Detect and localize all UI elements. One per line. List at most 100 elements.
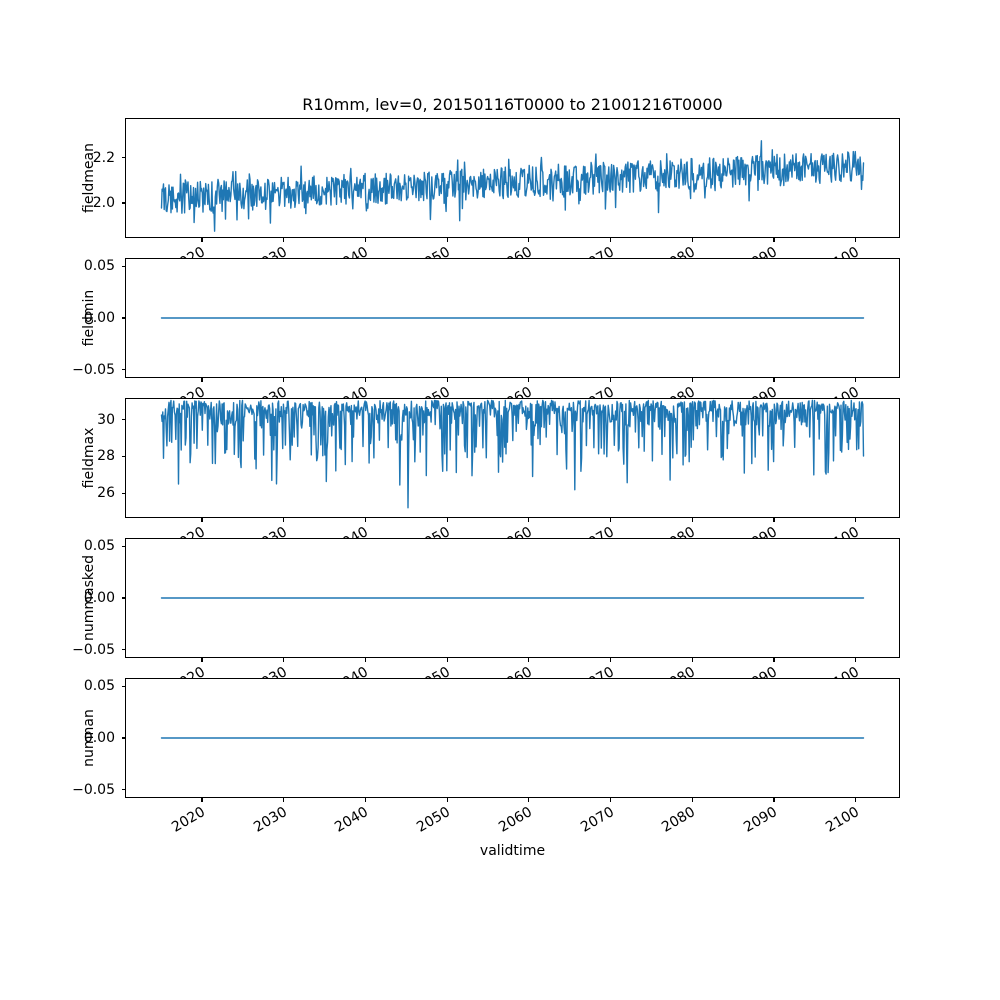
x-tick-mark [609, 238, 612, 242]
x-tick-label: 2020 [169, 804, 208, 836]
x-tick-label: 2030 [233, 524, 290, 538]
y-tick-label: 0.00 [83, 730, 115, 746]
x-tick-label: 2020 [151, 664, 208, 678]
y-tick-mark [121, 737, 125, 739]
x-tick-label: 2080 [642, 664, 698, 678]
x-tick-mark [855, 658, 857, 662]
subplot-fieldmin: fieldmin 0.050.00−0.05 20202030204020502… [0, 258, 1000, 398]
x-tick-label: 2090 [723, 244, 780, 258]
x-tick-label: 2030 [233, 244, 290, 258]
x-tick-mark [201, 238, 203, 242]
plot-area-fieldmin [125, 258, 900, 378]
x-ticks-nummasked: 2020 2030 2040 2050 2060 2070 2080 2090 2100 [126, 658, 899, 678]
y-tick-label: 0.05 [83, 538, 115, 555]
subplot-numnan: numnan 0.05 0.00 −0.05 2020 2030 2040 2050 206… [0, 678, 1000, 836]
data-line-svg [160, 597, 865, 599]
data-line-svg [160, 140, 865, 232]
x-tick-label: 2050 [397, 524, 453, 538]
x-tick-label: 2070 [560, 384, 617, 398]
x-tick-label: 2040 [315, 384, 372, 398]
x-tick-label: 2090 [723, 524, 780, 538]
x-tick-mark [855, 798, 857, 802]
y-tick-label: −0.05 [72, 641, 115, 658]
y-tick-label: −0.05 [72, 361, 115, 378]
y-tick-label: 0.05 [83, 678, 115, 695]
plot-area-numnan [125, 678, 900, 798]
y-tick-mark [121, 317, 125, 319]
y-tick-mark [121, 418, 125, 421]
x-tick-mark [855, 518, 857, 522]
y-tick-mark [121, 685, 125, 687]
x-tick-mark [609, 658, 612, 662]
y-ticks-fieldmin: 0.05 0.00 −0.05 [0, 258, 125, 378]
x-tick-mark [364, 658, 366, 662]
x-tick-mark [528, 518, 530, 522]
x-tick-mark [446, 798, 448, 802]
x-axis-label: validtime [479, 843, 546, 859]
x-tick-mark [364, 238, 366, 242]
x-ticks-fieldmin: 2020 2030 2040 2050 2060 2070 2080 2090 2100 [126, 378, 899, 398]
x-tick-mark [773, 658, 775, 662]
x-ticks-fieldmean: 2020 2030 2040 2050 2060 2070 2080 2090 2100 [126, 238, 899, 258]
y-tick-label: 0.00 [83, 310, 115, 326]
y-tick-label: 26 [97, 485, 115, 502]
x-tick-label: 2050 [414, 804, 454, 836]
x-tick-label: 2020 [151, 384, 208, 398]
x-tick-label: 2050 [397, 664, 453, 678]
x-tick-mark [283, 238, 285, 242]
x-tick-mark [201, 798, 203, 802]
x-tick-label: 2040 [315, 664, 372, 678]
x-tick-label: 2100 [805, 244, 862, 258]
x-tick-label: 2070 [560, 524, 617, 538]
x-tick-label: 2090 [741, 804, 780, 836]
y-tick-mark [121, 649, 125, 651]
x-ticks-numnan: 2020 2030 2040 2050 2060 2070 2080 2090 2100 [126, 798, 899, 846]
x-tick-label: 2100 [805, 524, 862, 538]
x-tick-mark [283, 658, 285, 662]
x-tick-label: 2060 [478, 524, 535, 538]
x-tick-label: 2030 [233, 384, 290, 398]
x-tick-label: 2020 [151, 524, 208, 538]
y-tick-mark [121, 369, 125, 371]
x-tick-label: 2080 [642, 384, 698, 398]
x-tick-mark [855, 378, 857, 382]
x-tick-label: 2080 [642, 524, 698, 538]
y-tick-label: 2.0 [92, 194, 115, 211]
x-tick-mark [773, 378, 775, 382]
x-tick-mark [773, 798, 775, 802]
x-tick-label: 2090 [723, 384, 780, 398]
x-tick-mark [528, 238, 530, 242]
data-line-svg [160, 737, 865, 739]
y-ticks-fieldmax: 30 28 26 [0, 398, 125, 518]
x-tick-label: 2100 [822, 804, 862, 836]
x-tick-label: 2030 [250, 804, 290, 836]
x-tick-mark [691, 238, 693, 242]
x-tick-mark [446, 518, 448, 522]
y-tick-mark [121, 202, 125, 204]
y-tick-label: 0.00 [83, 590, 115, 606]
x-tick-label: 2080 [659, 804, 699, 836]
x-tick-mark [201, 518, 203, 522]
y-tick-label: 30 [97, 411, 115, 428]
y-tick-label: 2.2 [92, 149, 115, 166]
x-tick-mark [609, 798, 612, 802]
x-tick-mark [691, 658, 693, 662]
y-tick-label: −0.05 [72, 781, 115, 798]
x-tick-mark [201, 658, 203, 662]
x-tick-mark [446, 378, 448, 382]
y-ticks-fieldmean: 2.2 2.0 [0, 118, 125, 238]
y-ticks-numnan: 0.05 0.00 −0.05 [0, 678, 125, 798]
x-tick-label: 2040 [315, 524, 372, 538]
y-tick-mark [121, 156, 125, 159]
y-tick-mark [121, 455, 125, 457]
x-tick-mark [691, 518, 693, 522]
x-tick-label: 2060 [478, 384, 535, 398]
y-tick-mark [121, 597, 125, 599]
plot-area-fieldmean [125, 118, 900, 238]
x-tick-label: 2050 [397, 244, 453, 258]
y-tick-mark [121, 265, 125, 267]
y-tick-label: 0.05 [83, 258, 115, 275]
data-line-svg [160, 399, 865, 509]
subplot-nummasked: nummasked 0.050.00−0.05 2020203020402050… [0, 538, 1000, 678]
